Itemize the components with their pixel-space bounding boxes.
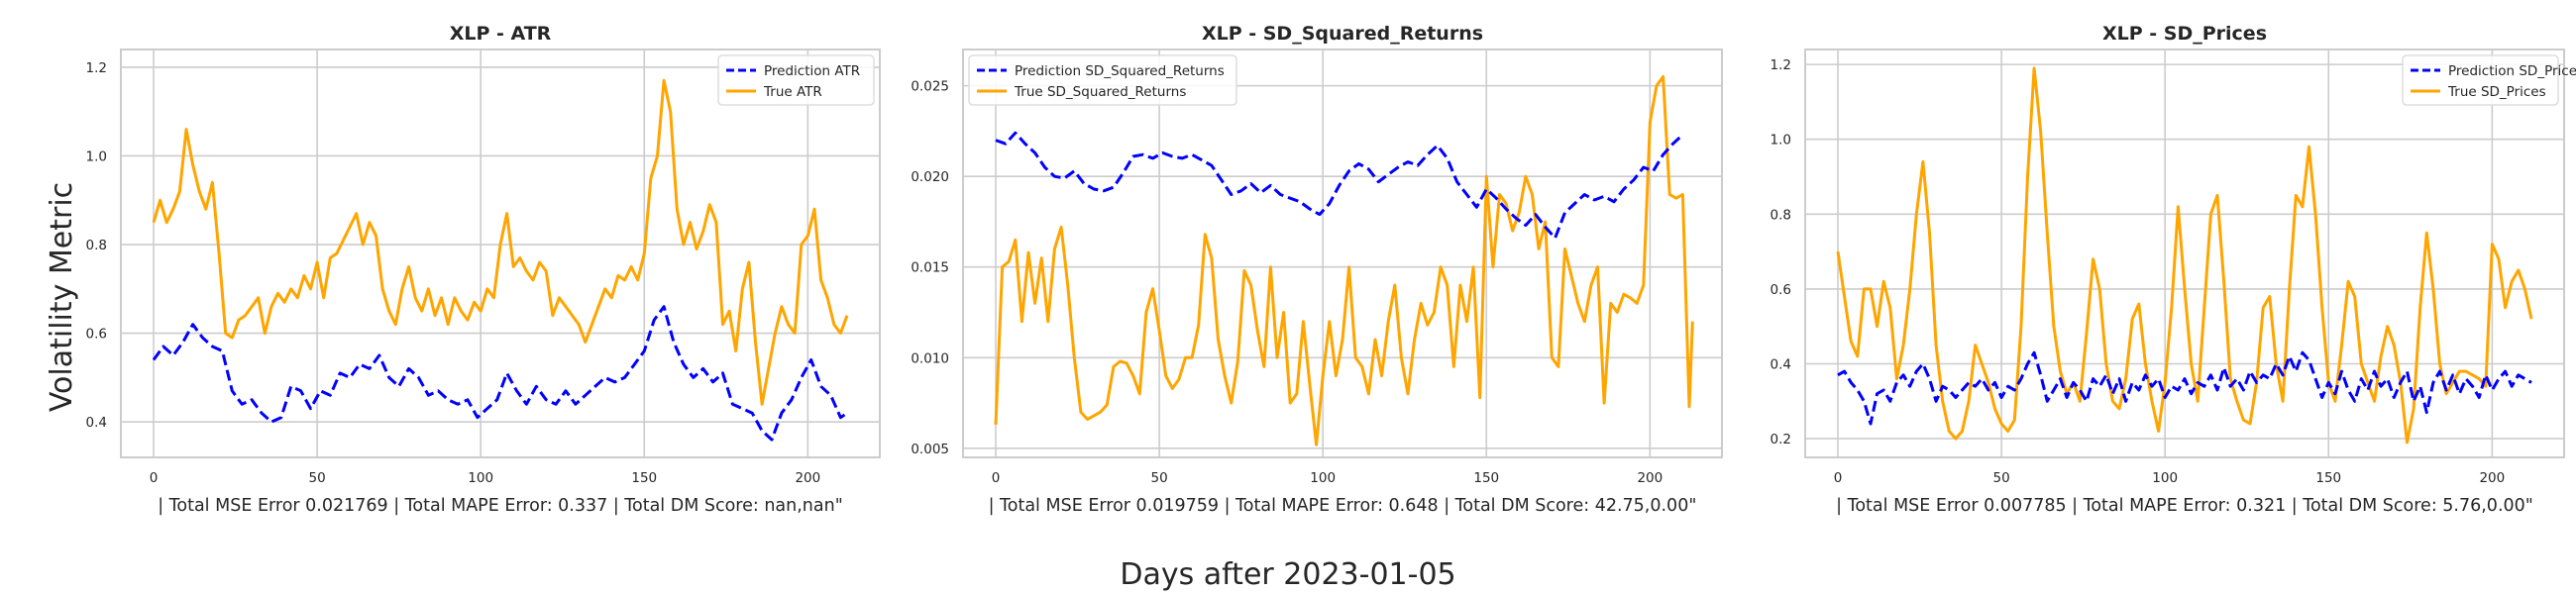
chart-title: XLP - SD_Squared_Returns	[1202, 23, 1483, 45]
series-group	[152, 78, 849, 442]
chart-title: XLP - ATR	[450, 23, 552, 45]
x-tick-label: 50	[1993, 470, 2010, 486]
x-tick-label: 0	[992, 470, 1001, 486]
x-axis-label: | Total MSE Error 0.019759 | Total MAPE …	[989, 496, 1697, 516]
series-group	[1836, 66, 2533, 445]
y-tick-label: 0.010	[911, 350, 949, 366]
legend: Prediction SD_Squared_Returns True SD_Squ…	[968, 54, 1237, 106]
x-tick-label: 150	[1473, 470, 1499, 486]
y-tick-label: 0.8	[86, 238, 107, 253]
legend-label: Prediction ATR	[764, 63, 860, 79]
legend-label: True SD_Squared_Returns	[1014, 84, 1186, 100]
x-tick-label: 0	[150, 470, 159, 486]
series-line-true	[1836, 66, 2533, 445]
y-tick-label: 0.015	[911, 260, 949, 276]
chart-title: XLP - SD_Prices	[2102, 23, 2267, 45]
legend-box	[968, 54, 1237, 106]
series-line-prediction	[1837, 350, 2532, 426]
chart-panels: 0 50 100 150 200 0.4 0.6 0.8 1.0 1.2 XLP - ATR | To…	[86, 23, 2576, 516]
figure-xlabel: Days after 2023-01-05	[1120, 557, 1455, 592]
chart-panel-3: 0 50 100 150 200 0.2 0.4 0.6 0.8 1.0 1.2 XLP - SD_P…	[1771, 23, 2576, 516]
y-tick-label: 0.6	[1771, 282, 1791, 298]
x-tick-label: 200	[1637, 470, 1663, 486]
x-tick-label: 50	[309, 470, 326, 486]
plot-frame	[120, 49, 881, 458]
x-tick-label: 200	[795, 470, 820, 486]
y-tick-label: 1.0	[1771, 133, 1791, 148]
y-tick-label: 0.2	[1771, 432, 1791, 447]
figure-ylabel: Volatility Metric	[45, 182, 79, 412]
legend: Prediction SD_Prices True SD_Prices	[2402, 54, 2576, 106]
y-tick-label: 0.4	[1771, 357, 1791, 373]
plot-area	[1805, 50, 2564, 457]
legend-label: True ATR	[763, 84, 822, 100]
y-tick-label: 0.4	[86, 415, 107, 431]
x-tick-label: 0	[1834, 470, 1843, 486]
chart-panel-2: 0 50 100 150 200 0.005 0.010 0.015 0.020 0.025 XLP…	[911, 23, 1723, 516]
y-tick-label: 1.2	[1771, 57, 1791, 73]
series-line-true	[152, 78, 849, 406]
legend-label: True SD_Prices	[2447, 84, 2546, 100]
series-line-true	[994, 75, 1694, 446]
x-tick-label: 150	[2315, 470, 2341, 486]
legend-label: Prediction SD_Squared_Returns	[1015, 63, 1225, 79]
x-tick-label: 150	[631, 470, 657, 486]
y-tick-label: 0.005	[911, 442, 949, 457]
plot-area	[963, 50, 1722, 457]
plot-frame	[1804, 49, 2565, 458]
legend-box	[717, 54, 875, 106]
y-tick-label: 1.0	[86, 148, 107, 164]
x-axis-label: | Total MSE Error 0.021769 | Total MAPE …	[158, 496, 843, 516]
y-tick-label: 0.6	[86, 327, 107, 343]
x-tick-label: 100	[2152, 470, 2178, 486]
chart-panel-1: 0 50 100 150 200 0.4 0.6 0.8 1.0 1.2 XLP - ATR | To…	[86, 23, 881, 516]
x-tick-label: 200	[2479, 470, 2505, 486]
y-tick-label: 0.025	[911, 79, 949, 95]
x-axis-label: | Total MSE Error 0.007785 | Total MAPE …	[1836, 496, 2533, 516]
y-tick-label: 1.2	[86, 60, 107, 76]
x-tick-label: 100	[1310, 470, 1336, 486]
series-line-prediction	[152, 305, 848, 442]
x-tick-label: 100	[468, 470, 493, 486]
x-tick-label: 50	[1151, 470, 1168, 486]
legend-box	[2402, 54, 2559, 106]
series-group	[994, 75, 1694, 446]
y-tick-label: 0.020	[911, 169, 949, 185]
y-tick-label: 0.8	[1771, 207, 1791, 223]
legend-label: Prediction SD_Prices	[2448, 63, 2576, 79]
legend: Prediction ATR True ATR	[717, 54, 875, 106]
series-line-prediction	[995, 131, 1684, 240]
plot-frame	[962, 49, 1723, 458]
